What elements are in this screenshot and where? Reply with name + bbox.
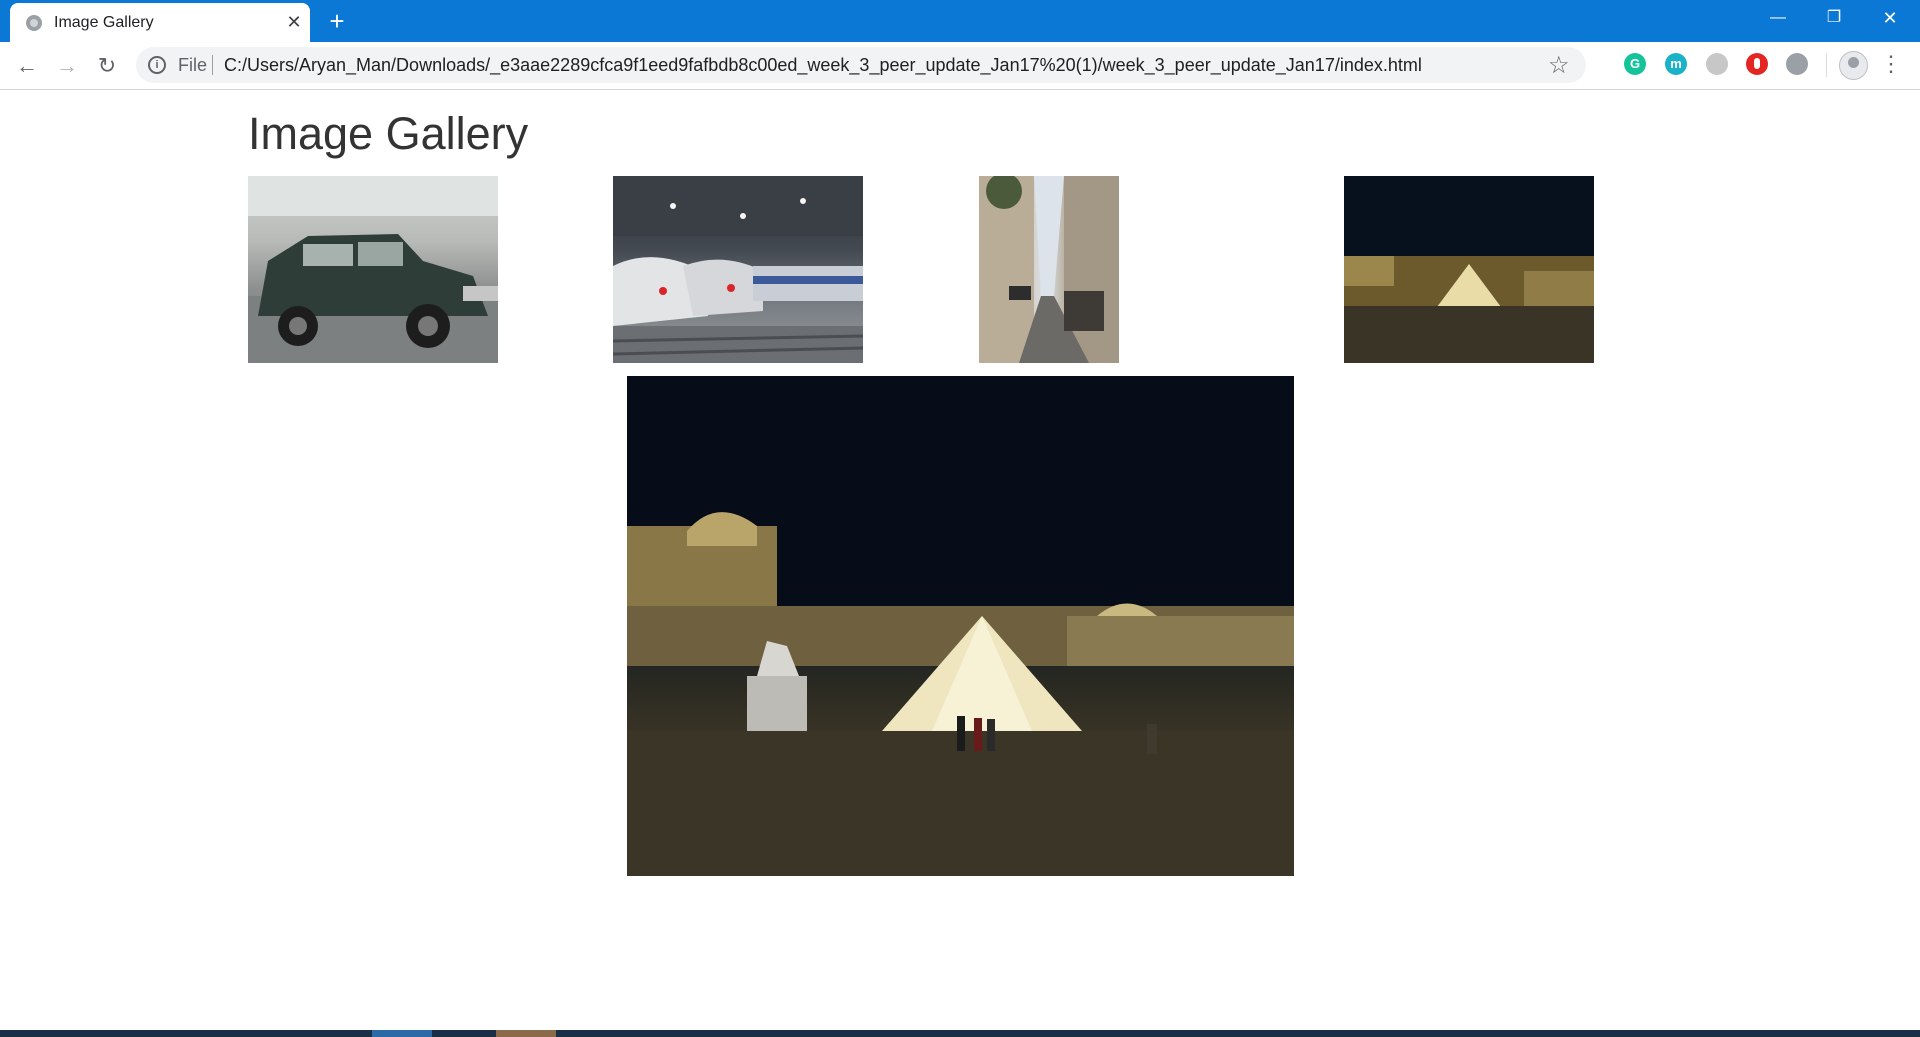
louvre-large-illustration (627, 376, 1294, 876)
new-tab-icon[interactable]: + (329, 6, 345, 36)
address-bar[interactable]: i File C:/Users/Aryan_Man/Downloads/_e3a… (136, 47, 1586, 83)
tab-title: Image Gallery (54, 14, 154, 31)
page-title: Image Gallery (248, 108, 529, 159)
window-close-icon[interactable]: ✕ (1882, 8, 1898, 28)
bookmark-star-icon[interactable]: ☆ (1548, 52, 1570, 79)
globe-icon (26, 15, 42, 31)
taskbar (0, 1030, 1920, 1037)
m-extension-icon[interactable]: m (1665, 53, 1687, 75)
tab-close-icon[interactable]: ✕ (286, 12, 302, 32)
thumbnail-trains[interactable] (613, 176, 863, 363)
thumbnail-louvre[interactable] (1344, 176, 1594, 363)
taskbar-item[interactable] (496, 1030, 556, 1037)
dark-extension-icon[interactable] (1706, 53, 1728, 75)
thumbnail-car[interactable] (248, 176, 498, 363)
thumbnail-street[interactable] (979, 176, 1119, 363)
menu-icon[interactable]: ⋮ (1880, 51, 1902, 76)
minimize-icon[interactable]: — (1770, 9, 1786, 26)
browser-toolbar: ← → ↻ i File C:/Users/Aryan_Man/Download… (0, 42, 1920, 90)
trains-illustration (613, 176, 863, 363)
active-tab[interactable]: Image Gallery ✕ (10, 3, 310, 42)
reload-icon[interactable]: ↻ (97, 53, 117, 78)
back-arrow-icon[interactable]: ← (16, 53, 38, 78)
url-text[interactable]: C:/Users/Aryan_Man/Downloads/_e3aae2289c… (224, 55, 1422, 75)
grammarly-icon[interactable]: G (1624, 53, 1646, 75)
red-hand-extension-icon[interactable] (1746, 53, 1768, 75)
scheme-label: File (178, 55, 208, 75)
restore-icon[interactable]: ❐ (1826, 9, 1842, 26)
car-illustration (248, 176, 498, 363)
street-illustration (979, 176, 1119, 363)
tab-strip: Image Gallery ✕ + — ❐ ✕ (0, 0, 1920, 42)
louvre-thumb-illustration (1344, 176, 1594, 363)
gray-extension-icon[interactable] (1786, 53, 1808, 75)
large-preview-image[interactable] (627, 376, 1294, 876)
page-content: Image Gallery (0, 90, 1920, 1027)
taskbar-item-active[interactable] (372, 1030, 432, 1037)
hand-glyph (1754, 58, 1760, 69)
toolbar-separator (1826, 53, 1827, 77)
forward-arrow-icon[interactable]: → (56, 53, 78, 78)
info-icon[interactable]: i (148, 56, 166, 74)
profile-avatar[interactable] (1839, 51, 1868, 80)
address-separator (212, 55, 213, 75)
